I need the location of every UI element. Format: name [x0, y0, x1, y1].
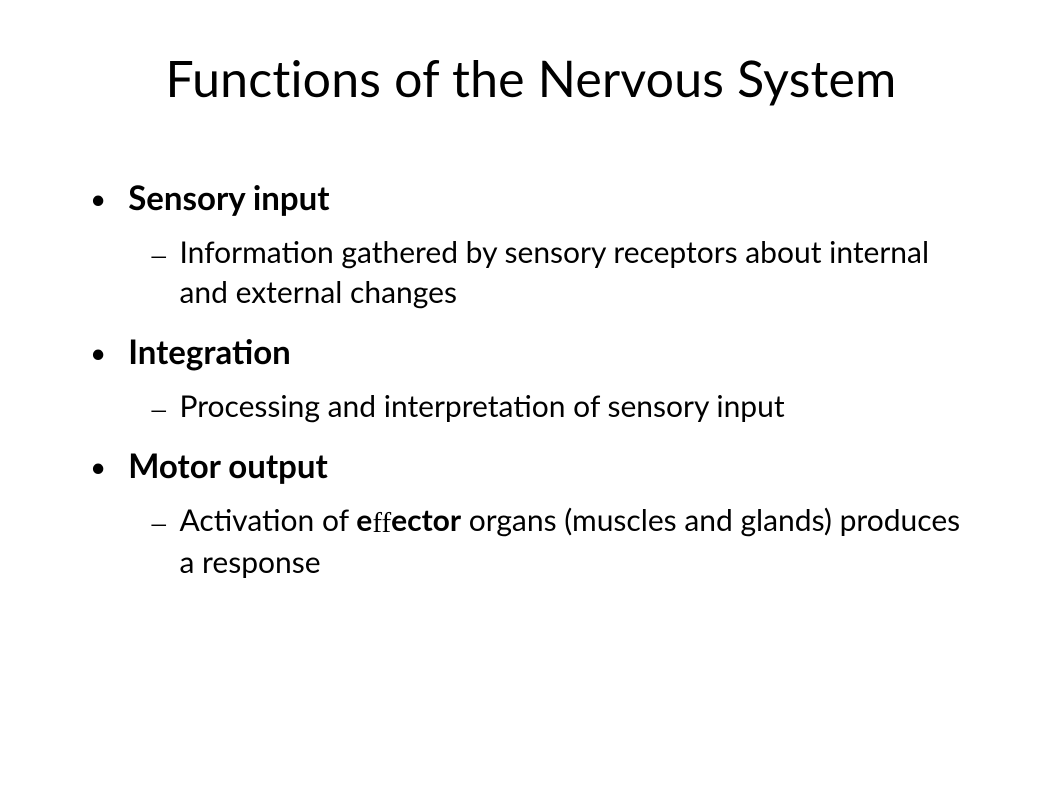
slide-title: Functions of the Nervous System — [60, 48, 1002, 108]
dash-icon: — — [150, 504, 167, 544]
slide: Functions of the Nervous System • Sensor… — [0, 0, 1062, 797]
bullet-list: • Sensory input — Information gathered b… — [60, 178, 1002, 582]
list-item: • Integration — Processing and interpret… — [90, 332, 972, 426]
sub-list-item: — Activation of effector organs (muscles… — [150, 500, 972, 582]
sub-list: — Activation of effector organs (muscles… — [90, 500, 972, 582]
bullet-icon: • — [90, 178, 106, 218]
dash-icon: — — [150, 390, 167, 430]
bold-word-part: e — [356, 502, 372, 538]
sub-list: — Information gathered by sensory recept… — [90, 232, 972, 312]
sub-item-text: Activation of effector organs (muscles a… — [179, 500, 972, 582]
bullet-icon: • — [90, 332, 106, 372]
item-label: Motor output — [128, 446, 328, 486]
bullet-icon: • — [90, 446, 106, 486]
bold-word-part: ector — [391, 502, 461, 538]
sub-list: — Processing and interpretation of senso… — [90, 386, 972, 426]
item-label: Integration — [128, 332, 291, 372]
sub-item-text: Processing and interpretation of sensory… — [179, 386, 784, 426]
list-item: • Sensory input — Information gathered b… — [90, 178, 972, 312]
item-label: Sensory input — [128, 178, 329, 218]
bold-word-part: ff — [372, 507, 391, 539]
sub-list-item: — Processing and interpretation of senso… — [150, 386, 972, 426]
dash-icon: — — [150, 236, 167, 276]
sub-list-item: — Information gathered by sensory recept… — [150, 232, 972, 312]
sub-item-pre: Activation of — [179, 502, 356, 538]
list-item: • Motor output — Activation of effector … — [90, 446, 972, 582]
sub-item-text: Information gathered by sensory receptor… — [179, 232, 972, 312]
